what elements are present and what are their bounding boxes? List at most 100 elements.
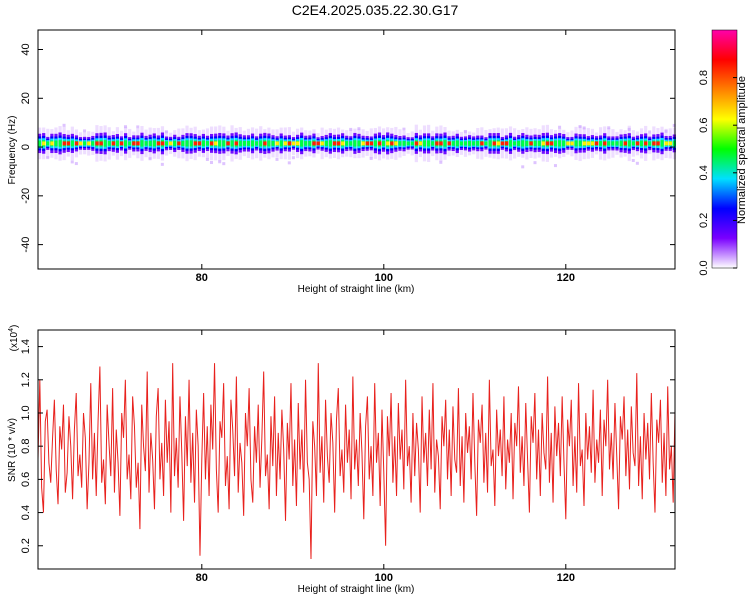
spectrogram-peak xyxy=(214,141,218,146)
spectrogram-x-tick-label: 80 xyxy=(196,272,208,284)
spectrogram-cell xyxy=(324,140,328,146)
spectrogram-cell xyxy=(46,141,50,146)
snr-x-tick-label: 100 xyxy=(375,572,393,584)
spectrogram-speckle xyxy=(164,130,168,134)
spectrogram-peak xyxy=(332,141,337,146)
spectrogram-speckle xyxy=(291,156,295,160)
spectrogram-cell xyxy=(578,140,582,147)
spectrogram-peak xyxy=(291,141,296,146)
spectrogram-cell xyxy=(402,141,406,146)
spectrogram-peak xyxy=(361,141,365,146)
spectrogram-peak xyxy=(87,141,91,146)
spectrogram-peak xyxy=(447,141,451,146)
spectrogram-speckle xyxy=(136,125,140,129)
spectrogram-cell xyxy=(517,140,521,146)
spectrogram-y-label: Frequency (Hz) xyxy=(7,116,18,185)
spectrogram-cell xyxy=(562,140,566,147)
spectrogram-peak xyxy=(439,141,443,146)
spectrogram-peak xyxy=(312,141,316,146)
spectrogram-peak xyxy=(193,141,198,146)
spectrogram-cell xyxy=(607,141,611,146)
spectrogram-cell xyxy=(431,141,435,146)
spectrogram-speckle xyxy=(607,126,611,130)
spectrogram-speckle xyxy=(209,161,213,165)
colorbar: 0.0 0.2 0.4 0.6 0.8 Normalized spectral ampl… xyxy=(698,29,748,276)
spectrogram-cell xyxy=(410,141,414,146)
spectrogram-cell xyxy=(107,141,111,146)
spectrogram-cell xyxy=(373,140,377,147)
spectrogram-cell xyxy=(271,140,275,146)
spectrogram-peak xyxy=(586,141,591,146)
spectrogram-speckle xyxy=(672,123,676,127)
spectrogram-cell xyxy=(238,140,242,147)
snr-y-label: SNR (10 * v/v) xyxy=(7,418,18,482)
snr-axes: 80 100 120 0.2 0.4 0.6 0.8 1.0 1.2 1.4 xyxy=(20,330,675,584)
spectrogram-cell xyxy=(173,140,177,146)
spectrogram-cell xyxy=(115,140,120,147)
spectrogram-cell xyxy=(357,140,361,147)
spectrogram-speckle xyxy=(357,127,361,131)
spectrogram-axes: 80 100 120 -40 -20 0 20 40 xyxy=(20,30,675,284)
spectrogram-peak xyxy=(263,141,267,146)
spectrogram-peak xyxy=(570,141,574,146)
spectrogram-cell xyxy=(152,140,156,147)
spectrogram-peak xyxy=(652,141,656,146)
spectrogram-x-tick-label: 100 xyxy=(375,272,393,284)
spectrogram-cell xyxy=(91,141,95,146)
spectrogram-peak xyxy=(644,141,648,146)
spectrogram-cell xyxy=(230,140,234,147)
colorbar-tick-label: 0.8 xyxy=(698,70,710,85)
spectrogram-peak xyxy=(418,141,423,146)
spectrogram-cell xyxy=(533,140,537,147)
spectrogram-x-tick-label: 120 xyxy=(557,272,575,284)
spectrogram-peak xyxy=(390,141,394,146)
spectrogram-speckle xyxy=(62,123,66,127)
spectrogram-peak xyxy=(136,141,140,146)
spectrogram-cell xyxy=(574,140,578,147)
spectrogram-peak xyxy=(295,141,300,146)
spectrogram-cell xyxy=(128,141,132,146)
spectrogram-speckle xyxy=(160,162,164,166)
colorbar-tick-label: 0.2 xyxy=(698,213,710,228)
spectrogram-peak xyxy=(541,141,546,146)
spectrogram-cell xyxy=(70,140,74,147)
spectrogram-cell xyxy=(467,140,472,146)
spectrogram-peak xyxy=(74,141,79,146)
spectrogram-peak xyxy=(283,141,288,146)
spectrogram-speckle xyxy=(578,125,582,129)
spectrogram-cell xyxy=(558,140,562,147)
spectrogram-peak xyxy=(226,141,230,146)
spectrogram-cell xyxy=(250,140,255,147)
spectrogram-speckle xyxy=(463,130,467,134)
spectrogram-speckle xyxy=(631,158,635,162)
spectrogram-peak xyxy=(496,141,501,146)
spectrogram-peak xyxy=(582,141,587,146)
snr-series-line xyxy=(37,363,676,560)
spectrogram-cell xyxy=(459,141,463,146)
spectrogram-y-tick-label: -40 xyxy=(20,237,32,253)
spectrogram-cell xyxy=(599,141,603,146)
spectrogram-peak xyxy=(414,141,419,146)
spectrogram-speckle xyxy=(287,161,291,165)
spectrogram-peak xyxy=(377,141,382,146)
spectrogram-frame xyxy=(37,29,676,270)
spectrogram-peak xyxy=(492,141,496,146)
spectrogram-cell xyxy=(242,140,246,146)
spectrogram-cell xyxy=(553,140,558,147)
spectrogram-cell xyxy=(140,140,144,147)
spectrogram-peak xyxy=(209,141,214,146)
spectrogram-y-tick-label: 40 xyxy=(20,43,32,55)
spectrogram-speckle xyxy=(83,129,87,133)
spectrogram-peak xyxy=(590,141,595,146)
spectrogram-cell xyxy=(83,141,87,146)
spectrogram-speckle xyxy=(123,125,127,129)
spectrogram-cell xyxy=(218,140,222,147)
spectrogram-cell xyxy=(267,140,271,147)
spectrogram-peak xyxy=(480,141,484,146)
spectrogram-speckle xyxy=(46,156,50,160)
spectrogram-cell xyxy=(349,141,353,146)
snr-y-tick-label: 0.4 xyxy=(20,505,32,520)
snr-panel: 80 100 120 0.2 0.4 0.6 0.8 1.0 1.2 1.4 Height of … xyxy=(7,325,676,595)
spectrogram-cell xyxy=(639,140,644,147)
